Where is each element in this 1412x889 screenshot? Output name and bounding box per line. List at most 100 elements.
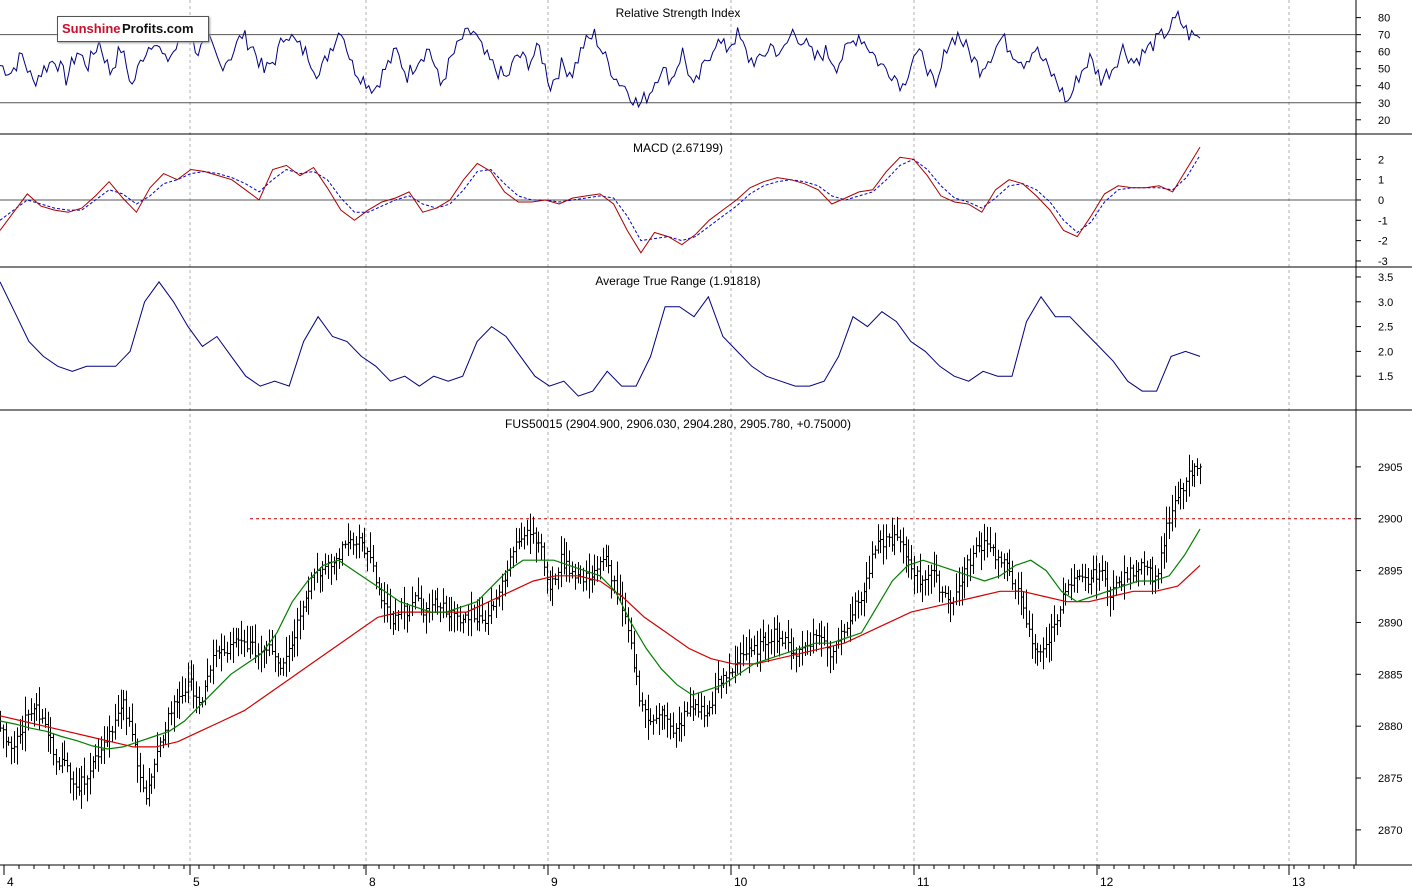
ohlc-bar <box>254 624 257 663</box>
ohlc-bar <box>1036 642 1039 666</box>
ohlc-bar <box>120 689 123 730</box>
ohlc-bar <box>220 633 223 672</box>
ohlc-bar <box>498 584 501 607</box>
ohlc-bar <box>854 592 857 622</box>
ohlc-bar <box>167 707 170 748</box>
y-tick-label: 2885 <box>1378 669 1402 681</box>
x-tick-label: 13 <box>1292 875 1306 889</box>
ohlc-bar <box>1174 485 1177 528</box>
ohlc-bar <box>223 635 226 656</box>
ohlc-bar <box>515 527 518 564</box>
ohlc-bar <box>767 624 770 663</box>
y-tick-label: 2880 <box>1378 721 1402 733</box>
ohlc-bar <box>114 703 117 740</box>
ohlc-bar <box>97 738 100 772</box>
panel-title: FUS50015 (2904.900, 2906.030, 2904.280, … <box>505 417 851 431</box>
ohlc-bar <box>229 631 232 660</box>
ohlc-bar <box>150 773 153 794</box>
y-tick-label: -2 <box>1378 236 1388 248</box>
ohlc-bar <box>509 548 512 577</box>
ohlc-bar <box>428 593 431 623</box>
y-tick-label: 2900 <box>1378 514 1402 526</box>
ohlc-bar <box>717 660 720 694</box>
ohlc-bar <box>251 625 254 655</box>
ohlc-bar <box>69 762 72 794</box>
ohlc-bar <box>644 699 647 729</box>
panel-title: MACD (2.67199) <box>633 141 723 155</box>
ohlc-bar <box>358 524 361 559</box>
ohlc-bar <box>1059 606 1062 627</box>
ohlc-bar <box>478 597 481 632</box>
ohlc-bar <box>975 537 978 558</box>
y-tick-label: 2875 <box>1378 773 1402 785</box>
ohlc-bar <box>540 533 543 561</box>
y-tick-label: 20 <box>1378 115 1390 127</box>
ohlc-bar <box>30 698 33 721</box>
ohlc-bar <box>117 695 120 727</box>
y-tick-label: 0 <box>1378 195 1384 207</box>
ohlc-bar <box>933 551 936 588</box>
ohlc-bar <box>476 599 479 631</box>
ohlc-bar <box>568 550 571 583</box>
ohlc-bar <box>882 524 885 565</box>
ohlc-bar <box>24 696 27 752</box>
ohlc-bar <box>1132 564 1135 583</box>
ohlc-bar <box>445 595 448 618</box>
ohlc-bar <box>1120 571 1123 591</box>
ohlc-bar <box>711 691 714 715</box>
ohlc-bar <box>484 610 487 632</box>
ohlc-bar <box>756 630 759 667</box>
ohlc-bar <box>759 628 762 672</box>
ohlc-bar <box>770 629 773 655</box>
ohlc-bar <box>686 701 689 717</box>
ohlc-bar <box>1185 477 1188 502</box>
ohlc-bar <box>2 724 5 749</box>
ohlc-bar <box>812 618 815 654</box>
ohlc-bar <box>907 539 910 578</box>
ohlc-bar <box>944 585 947 598</box>
ohlc-bar <box>1031 613 1034 659</box>
y-tick-label: 40 <box>1378 81 1390 93</box>
sunshine-profits-logo[interactable]: Sunshine Profits.com <box>57 16 209 42</box>
ohlc-bar <box>448 597 451 632</box>
ohlc-bar <box>663 704 666 730</box>
ohlc-bar <box>1137 562 1140 587</box>
ohlc-bar <box>131 703 134 742</box>
ohlc-bar <box>896 516 899 541</box>
ohlc-bar <box>406 602 409 633</box>
ohlc-bar <box>888 533 891 547</box>
ohlc-bar <box>804 642 807 656</box>
ohlc-bar <box>1006 552 1009 582</box>
ohlc-bar <box>739 642 742 676</box>
ohlc-bar <box>605 544 608 568</box>
ohlc-bar <box>327 554 330 580</box>
rsi-line <box>0 9 1201 109</box>
ohlc-bar <box>720 675 723 699</box>
ohlc-bar <box>731 668 734 677</box>
ohlc-bar <box>683 701 686 737</box>
ohlc-bar <box>344 540 347 549</box>
ohlc-bar <box>924 570 927 596</box>
slow-moving-average <box>0 564 1201 748</box>
ohlc-bar <box>271 629 274 655</box>
ohlc-bar <box>891 517 894 552</box>
ohlc-bar <box>902 527 905 564</box>
ohlc-bar <box>658 703 661 735</box>
ohlc-bar <box>139 752 142 793</box>
ohlc-bar <box>425 602 428 634</box>
ohlc-bar <box>585 560 588 591</box>
ohlc-bar <box>72 771 75 801</box>
ohlc-bar <box>579 565 582 584</box>
macd-line <box>0 146 1201 254</box>
ohlc-bar <box>305 590 308 612</box>
ohlc-bar <box>212 639 215 685</box>
ohlc-bar <box>700 692 703 720</box>
y-tick-label: 2 <box>1378 154 1384 166</box>
ohlc-bar <box>764 632 767 660</box>
ohlc-bar <box>916 565 919 594</box>
ohlc-bar <box>181 676 184 704</box>
y-tick-label: -3 <box>1378 256 1388 268</box>
x-tick-label: 11 <box>917 875 930 889</box>
ohlc-bar <box>1199 463 1202 485</box>
